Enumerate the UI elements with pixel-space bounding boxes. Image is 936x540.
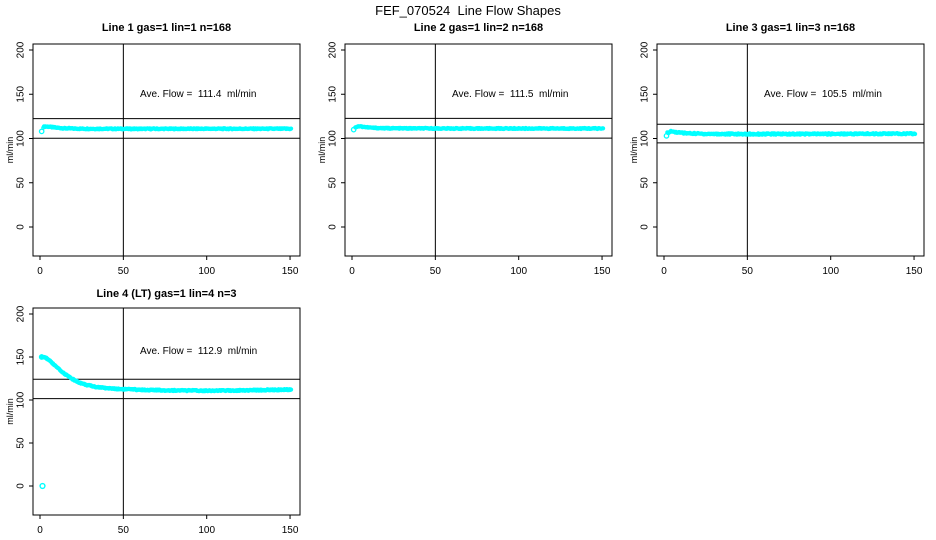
panel-2: 0 50 100 150 0 50 100 150 200 ml/min xyxy=(317,41,613,277)
y-tick-label: 0 xyxy=(16,224,27,230)
panel-3-title: Line 3 gas=1 lin=3 n=168 xyxy=(725,22,856,34)
y-tick-label: 150 xyxy=(640,85,651,102)
y-tick-label: 50 xyxy=(16,177,27,189)
x-tick-label: 50 xyxy=(742,266,754,277)
y-tick-label: 100 xyxy=(16,391,27,408)
x-tick-label: 150 xyxy=(594,266,611,277)
series-start-point xyxy=(350,126,357,133)
y-tick-label: 150 xyxy=(328,85,339,102)
panel-2-ave-flow-label: Ave. Flow = 111.5 ml/min xyxy=(452,89,569,100)
y-axis-label: ml/min xyxy=(629,137,639,164)
y-axis-label: ml/min xyxy=(317,137,327,164)
data-point xyxy=(289,387,294,392)
panel-1: 0 50 100 150 0 50 100 150 200 ml/min xyxy=(5,41,301,277)
x-tick-label: 50 xyxy=(118,525,130,536)
x-tick-label: 100 xyxy=(198,525,215,536)
x-tick-label: 50 xyxy=(118,266,130,277)
panel-3-ave-flow-label: Ave. Flow = 105.5 ml/min xyxy=(764,89,882,100)
y-tick-label: 50 xyxy=(328,177,339,189)
y-tick-label: 0 xyxy=(16,483,27,489)
y-axis-label: ml/min xyxy=(5,137,15,164)
page-title: FEF_070524 Line Flow Shapes xyxy=(375,3,561,18)
y-tick-label: 100 xyxy=(640,130,651,147)
y-tick-label: 100 xyxy=(328,130,339,147)
y-tick-label: 50 xyxy=(16,437,27,449)
panel-1-ave-flow-label: Ave. Flow = 111.4 ml/min xyxy=(140,89,257,100)
flow-series xyxy=(41,124,294,132)
x-tick-label: 50 xyxy=(430,266,442,277)
flow-series xyxy=(665,128,918,137)
panel-4-title: Line 4 (LT) gas=1 lin=4 n=3 xyxy=(96,288,237,300)
plot-box xyxy=(656,43,925,257)
y-tick-label: 200 xyxy=(16,41,27,58)
flow-series xyxy=(353,124,606,132)
data-point xyxy=(912,131,918,137)
x-tick-label: 0 xyxy=(349,266,355,277)
data-point xyxy=(600,126,606,131)
y-tick-label: 150 xyxy=(16,348,27,365)
series-start-point xyxy=(38,354,45,360)
outlier-point xyxy=(39,482,46,490)
x-tick-label: 100 xyxy=(198,266,215,277)
x-tick-label: 0 xyxy=(37,266,43,277)
x-tick-label: 150 xyxy=(282,266,299,277)
y-axis-label: ml/min xyxy=(5,398,15,425)
y-tick-label: 50 xyxy=(640,177,651,189)
y-tick-label: 0 xyxy=(328,224,339,230)
y-tick-label: 150 xyxy=(16,85,27,102)
x-tick-label: 150 xyxy=(282,525,299,536)
series-start-point xyxy=(663,132,670,139)
y-tick-label: 200 xyxy=(640,41,651,58)
x-tick-label: 0 xyxy=(661,266,667,277)
data-point xyxy=(289,126,294,131)
plot-box xyxy=(344,43,613,257)
panel-4-ave-flow-label: Ave. Flow = 112.9 ml/min xyxy=(140,346,258,357)
y-tick-label: 0 xyxy=(640,224,651,230)
series-start-point xyxy=(38,128,45,135)
y-tick-label: 100 xyxy=(16,130,27,147)
y-tick-label: 200 xyxy=(328,41,339,58)
panel-1-title: Line 1 gas=1 lin=1 n=168 xyxy=(101,22,232,34)
panel-4: 0 50 100 150 0 50 100 150 200 ml/min xyxy=(5,305,301,536)
plot-box xyxy=(32,43,301,257)
y-tick-label: 200 xyxy=(16,305,27,322)
x-tick-label: 100 xyxy=(510,266,527,277)
panel-2-title: Line 2 gas=1 lin=2 n=168 xyxy=(413,22,544,34)
flow-series xyxy=(39,354,294,394)
x-tick-label: 0 xyxy=(37,525,43,536)
plot-box xyxy=(32,307,301,516)
panel-3: 0 50 100 150 0 50 100 150 200 ml/min xyxy=(629,41,925,277)
x-tick-label: 100 xyxy=(822,266,839,277)
x-tick-label: 150 xyxy=(906,266,923,277)
